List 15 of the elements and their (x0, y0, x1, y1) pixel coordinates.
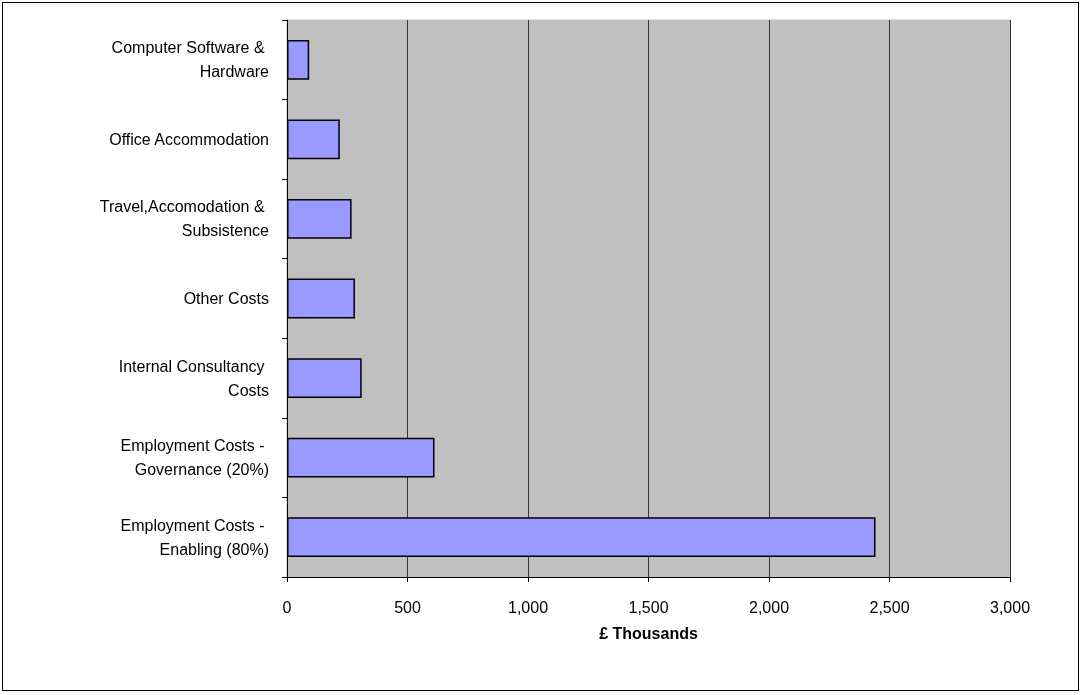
x-tick-label: 1,000 (507, 598, 549, 616)
x-tick-label: 0 (282, 598, 292, 616)
y-tick-label: Internal Consultancy Costs (118, 357, 269, 399)
x-tick-label: 2,500 (869, 598, 910, 616)
y-tick-label: Computer Software & Hardware (111, 39, 270, 81)
y-tick-label: Office Accommodation (109, 130, 269, 148)
x-axis-title: £ Thousands (599, 624, 698, 642)
y-tick-label: Employment Costs - Governance (20%) (120, 437, 269, 479)
x-tick-label: 3,000 (989, 598, 1031, 616)
x-tick-label: 2,000 (748, 598, 790, 616)
y-tick-label: Travel,Accomodation & Subsistence (99, 198, 270, 240)
y-tick-label: Employment Costs - Enabling (80%) (120, 516, 269, 558)
y-tick-label: Other Costs (183, 290, 269, 307)
x-tick-label: 1,500 (628, 598, 669, 616)
x-tick-label: 500 (394, 598, 421, 616)
